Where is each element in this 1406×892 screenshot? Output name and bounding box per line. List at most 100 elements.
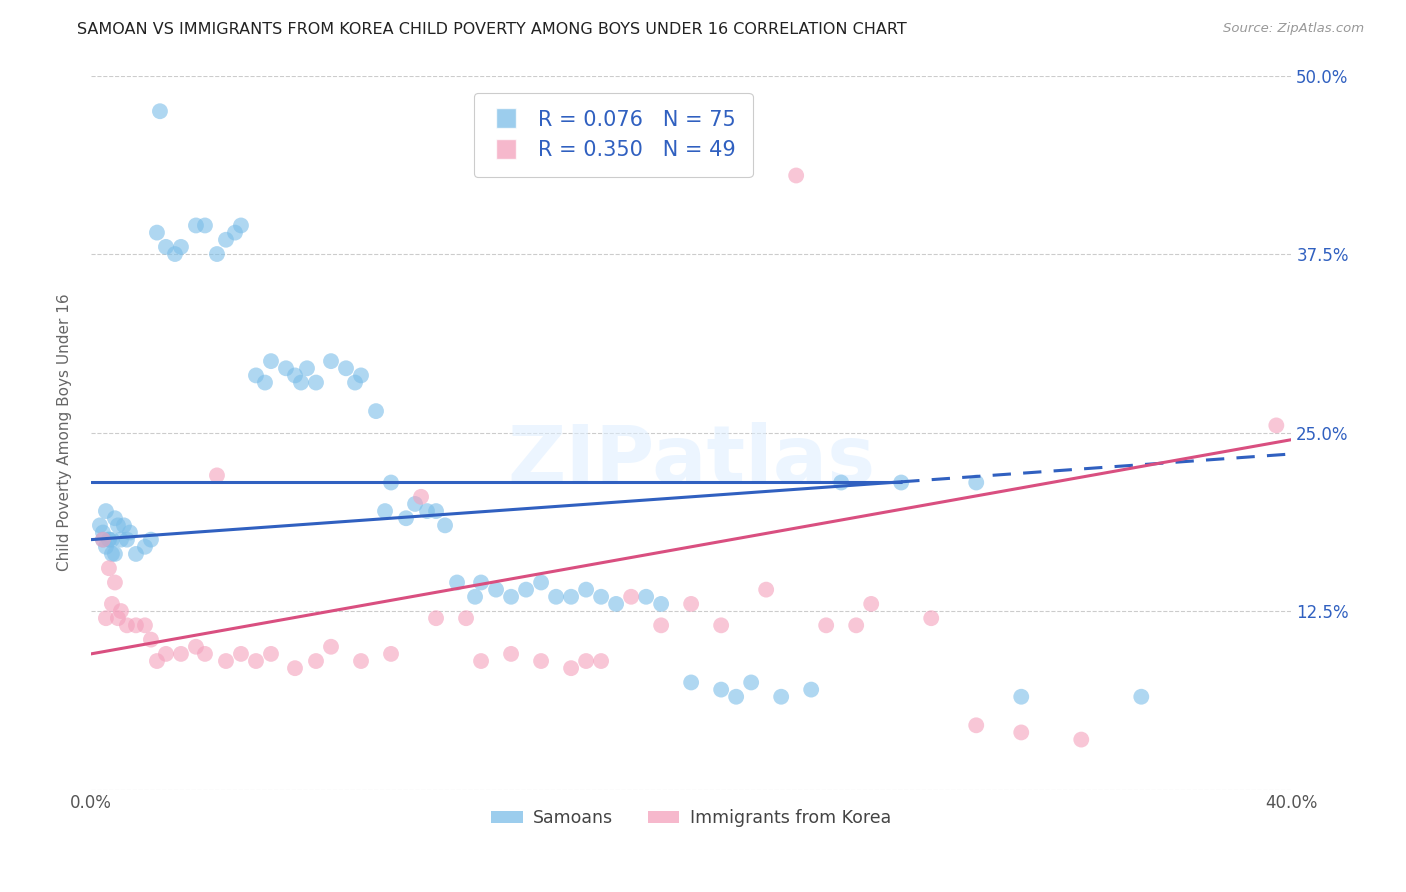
- Point: [620, 590, 643, 604]
- Point: [115, 618, 138, 632]
- Point: [139, 632, 162, 647]
- Point: [104, 511, 127, 525]
- Point: [170, 240, 193, 254]
- Point: [205, 247, 228, 261]
- Point: [91, 525, 114, 540]
- Point: [710, 682, 733, 697]
- Point: [1265, 418, 1288, 433]
- Point: [446, 575, 468, 590]
- Point: [830, 475, 852, 490]
- Point: [146, 654, 169, 668]
- Point: [409, 490, 432, 504]
- Point: [295, 361, 318, 376]
- Point: [305, 376, 328, 390]
- Point: [229, 219, 252, 233]
- Point: [163, 247, 186, 261]
- Point: [224, 226, 246, 240]
- Y-axis label: Child Poverty Among Boys Under 16: Child Poverty Among Boys Under 16: [58, 293, 72, 572]
- Point: [290, 376, 312, 390]
- Point: [245, 368, 267, 383]
- Point: [681, 675, 703, 690]
- Point: [110, 604, 132, 618]
- Point: [215, 654, 238, 668]
- Point: [194, 219, 217, 233]
- Point: [112, 518, 135, 533]
- Point: [815, 618, 838, 632]
- Point: [107, 518, 129, 533]
- Point: [184, 640, 207, 654]
- Point: [755, 582, 778, 597]
- Point: [215, 233, 238, 247]
- Point: [284, 368, 307, 383]
- Point: [1070, 732, 1092, 747]
- Point: [374, 504, 396, 518]
- Point: [91, 533, 114, 547]
- Point: [560, 661, 582, 675]
- Point: [470, 654, 492, 668]
- Point: [107, 611, 129, 625]
- Point: [575, 582, 598, 597]
- Point: [1130, 690, 1153, 704]
- Point: [305, 654, 328, 668]
- Point: [319, 640, 342, 654]
- Point: [134, 618, 156, 632]
- Point: [118, 525, 141, 540]
- Point: [770, 690, 793, 704]
- Point: [319, 354, 342, 368]
- Point: [155, 647, 177, 661]
- Point: [434, 518, 457, 533]
- Point: [650, 597, 672, 611]
- Point: [125, 547, 148, 561]
- Point: [605, 597, 627, 611]
- Point: [97, 533, 120, 547]
- Point: [284, 661, 307, 675]
- Point: [149, 104, 172, 119]
- Point: [380, 475, 402, 490]
- Point: [350, 368, 373, 383]
- Point: [785, 169, 807, 183]
- Point: [515, 582, 537, 597]
- Point: [965, 475, 987, 490]
- Point: [364, 404, 387, 418]
- Point: [245, 654, 267, 668]
- Point: [499, 647, 522, 661]
- Point: [425, 504, 447, 518]
- Point: [546, 590, 568, 604]
- Point: [575, 654, 598, 668]
- Point: [104, 547, 127, 561]
- Point: [134, 540, 156, 554]
- Point: [710, 618, 733, 632]
- Point: [260, 354, 283, 368]
- Point: [530, 575, 553, 590]
- Legend: Samoans, Immigrants from Korea: Samoans, Immigrants from Korea: [485, 803, 898, 834]
- Point: [101, 547, 124, 561]
- Point: [205, 468, 228, 483]
- Point: [97, 533, 120, 547]
- Point: [115, 533, 138, 547]
- Point: [104, 575, 127, 590]
- Point: [470, 575, 492, 590]
- Text: Source: ZipAtlas.com: Source: ZipAtlas.com: [1223, 22, 1364, 36]
- Point: [530, 654, 553, 668]
- Point: [146, 226, 169, 240]
- Point: [965, 718, 987, 732]
- Point: [139, 533, 162, 547]
- Point: [425, 611, 447, 625]
- Point: [101, 533, 124, 547]
- Point: [344, 376, 367, 390]
- Point: [155, 240, 177, 254]
- Point: [260, 647, 283, 661]
- Point: [800, 682, 823, 697]
- Point: [229, 647, 252, 661]
- Point: [170, 647, 193, 661]
- Point: [194, 647, 217, 661]
- Point: [94, 540, 117, 554]
- Point: [184, 219, 207, 233]
- Point: [335, 361, 357, 376]
- Point: [920, 611, 942, 625]
- Point: [110, 533, 132, 547]
- Point: [274, 361, 297, 376]
- Point: [890, 475, 912, 490]
- Point: [101, 597, 124, 611]
- Point: [681, 597, 703, 611]
